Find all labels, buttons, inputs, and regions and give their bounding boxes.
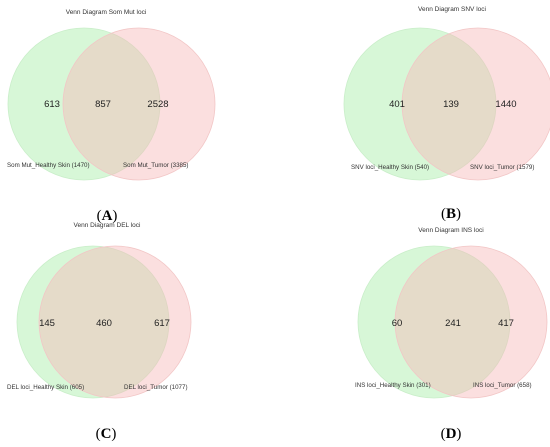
tumor-circle (38, 245, 192, 399)
left-only-count: 60 (392, 318, 403, 329)
panel-letter: (B) (441, 206, 461, 222)
healthy-skin-circle (7, 27, 161, 181)
panel-title: Venn Diagram INS loci (418, 227, 483, 234)
panel-letter: (A) (97, 208, 118, 224)
panel-title: Venn Diagram DEL loci (74, 222, 141, 229)
panel-letter: (C) (96, 426, 117, 442)
healthy-skin-circle (357, 245, 511, 399)
overlap-count: 460 (96, 318, 112, 329)
tumor-label: DEL loci_Tumor (1077) (124, 384, 188, 391)
left-only-count: 145 (39, 318, 55, 329)
healthy-skin-label: Som Mut_Healthy Skin (1470) (7, 162, 90, 169)
venn-panel-c: Venn Diagram DEL loci 145 460 617 DEL lo… (7, 222, 192, 442)
overlap-count: 241 (445, 318, 461, 329)
right-only-count: 1440 (495, 99, 516, 110)
tumor-label: INS loci_Tumor (658) (473, 382, 532, 389)
tumor-label: Som Mut_Tumor (3385) (123, 162, 188, 169)
healthy-skin-label: INS loci_Healthy Skin (301) (355, 382, 431, 389)
right-only-count: 617 (154, 318, 170, 329)
tumor-circle (394, 245, 548, 399)
healthy-skin-label: DEL loci_Healthy Skin (605) (7, 384, 84, 391)
venn-panel-d: Venn Diagram INS loci 60 241 417 INS loc… (355, 227, 548, 442)
healthy-skin-circle (343, 27, 497, 181)
panel-title: Venn Diagram Som Mut loci (66, 9, 147, 16)
healthy-skin-circle (16, 245, 170, 399)
panel-title: Venn Diagram SNV loci (418, 6, 486, 13)
healthy-skin-label: SNV loci_Healthy Skin (540) (351, 164, 429, 171)
overlap-count: 857 (95, 99, 111, 110)
tumor-label: SNV loci_Tumor (1579) (470, 164, 534, 171)
left-only-count: 401 (389, 99, 405, 110)
right-only-count: 2528 (147, 99, 168, 110)
overlap-count: 139 (443, 99, 459, 110)
left-only-count: 613 (44, 99, 60, 110)
panel-letter: (D) (441, 426, 462, 442)
venn-panel-b: Venn Diagram SNV loci 401 139 1440 SNV l… (343, 6, 550, 222)
right-only-count: 417 (498, 318, 514, 329)
tumor-circle (401, 27, 550, 181)
venn-panel-a: Venn Diagram Som Mut loci 613 857 2528 S… (7, 9, 216, 224)
tumor-circle (62, 27, 216, 181)
